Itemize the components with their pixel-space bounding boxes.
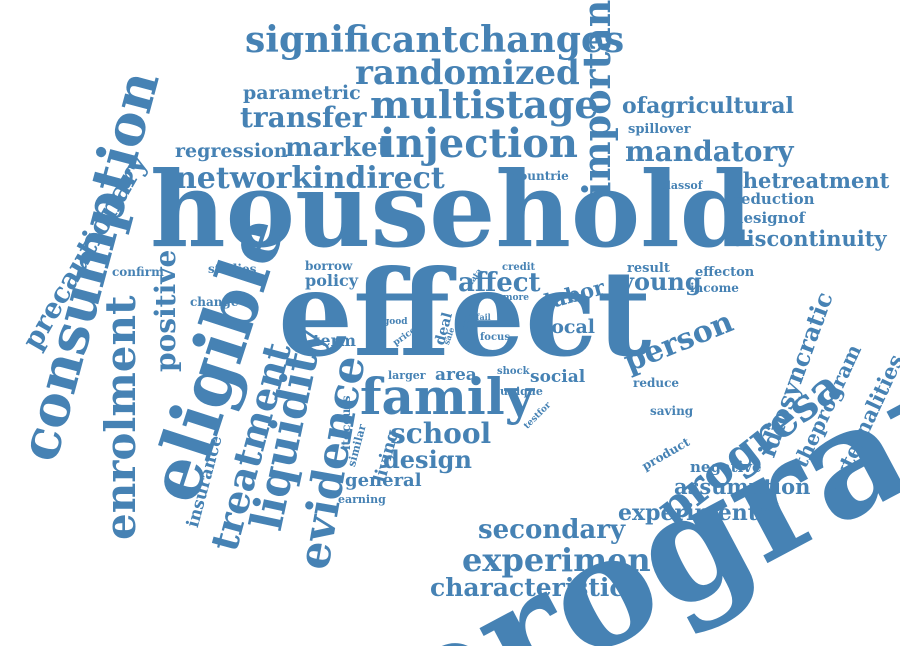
word-good: good [383,317,408,327]
word-classof: classof [660,179,703,192]
word-important: important [574,0,619,196]
word-transfer: transfer [240,101,367,134]
word-reduction: reduction [733,190,815,208]
word-family: family [360,367,534,426]
word-focus: focus [480,332,510,343]
word-larger: larger [388,369,426,382]
word-social: social [530,367,586,387]
word-discontinuity: discontinuity [732,226,887,251]
word-unique: unique [500,385,543,398]
word-borrow: borrow [305,259,353,273]
word-effecton: effecton [695,265,755,280]
word-secondary: secondary [478,515,626,545]
word-studies: studies [208,262,257,276]
word-result: result [627,261,670,276]
word-injection: injection [380,120,578,167]
word-designof: designof [733,209,806,227]
word-market: market [285,133,390,163]
word-networkindirect: networkindirect [175,161,445,196]
word-income: income [690,281,739,295]
word-earning: earning [338,493,386,506]
word-parametric: parametric [243,82,361,104]
word-ofagricultural: ofagricultural [622,93,794,119]
word-significantchanges: significantchanges [245,19,625,61]
word-regression: regression [175,140,288,162]
word-characteristic: characteristic [430,573,625,602]
word-young: young [620,267,702,296]
word-policy: policy [305,271,359,290]
word-mandatory: mandatory [625,135,794,168]
word-school: school [390,417,492,450]
word-multistage: multistage [370,82,599,127]
word-experimental: experimental [618,500,781,526]
word-thetreatment: thetreatment [733,168,890,193]
word-term: term [313,331,356,350]
word-randomized: randomized [355,53,580,93]
word-reduce: reduce [633,376,680,390]
word-saving: saving [650,404,694,418]
word-more: more [503,293,529,303]
word-confirm: confirm [112,265,164,279]
word-shock: shock [497,366,530,377]
word-affect: affect [458,268,541,298]
word-countrie: countrie [512,169,569,183]
word-effect: effect [278,244,652,383]
word-general: general [345,470,422,491]
word-fail: fail [476,312,491,322]
word-area: area [435,365,477,385]
word-negative: negative [690,458,762,476]
word-local: local [544,316,595,338]
word-assumption: assumption [674,474,811,499]
word-design: design [383,445,472,474]
word-enrolment: enrolment [96,295,145,540]
word-change: change [190,295,239,309]
word-experiment: experiment [462,541,666,579]
word-household: household [150,148,753,271]
word-spillover: spillover [628,122,691,137]
word-credit: credit [502,262,536,273]
